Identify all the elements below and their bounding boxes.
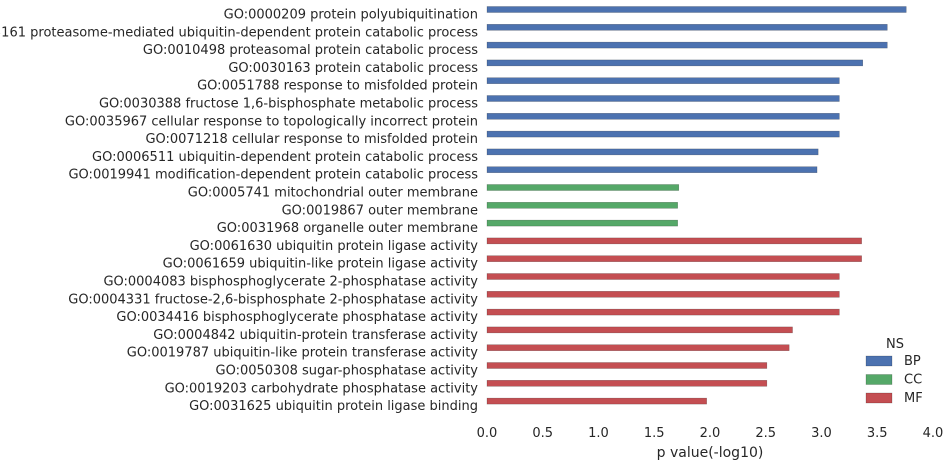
category-label: GO:0050308 sugar-phosphatase activity	[216, 364, 479, 379]
x-tick-label: 2.0	[700, 426, 721, 441]
legend-swatch	[865, 355, 893, 367]
bar	[486, 202, 678, 209]
category-label: GO:0031625 ubiquitin protein ligase bind…	[189, 399, 478, 414]
bar	[486, 41, 888, 49]
category-label: GO:0034416 bisphosphoglycerate phosphata…	[116, 310, 478, 325]
bar	[486, 184, 680, 191]
bar	[486, 308, 840, 316]
x-tick-label: 2.5	[755, 426, 776, 441]
bar	[486, 166, 818, 173]
bar	[486, 95, 840, 102]
category-label: GO:0004083 bisphosphoglycerate 2-phospha…	[103, 275, 478, 290]
x-tick-label: 1.5	[644, 426, 665, 441]
bar	[486, 148, 819, 156]
x-tick-label: 0.0	[477, 426, 498, 441]
bars	[486, 6, 907, 405]
x-tick-label: 4.0	[923, 426, 944, 441]
legend: NS BP CC MF	[865, 337, 923, 406]
legend-label: CC	[904, 373, 922, 388]
category-label: GO:0019787 ubiquitin-like protein transf…	[127, 346, 479, 361]
category-label: GO:0043161 proteasome-mediated ubiquitin…	[0, 25, 478, 40]
x-tick-label: 3.5	[867, 426, 888, 441]
category-label: GO:0061659 ubiquitin-like protein ligase…	[163, 257, 479, 272]
category-label: GO:0071218 cellular response to misfolde…	[145, 132, 478, 147]
category-label: GO:0031968 organelle outer membrane	[217, 221, 478, 236]
category-label: GO:0019867 outer membrane	[282, 203, 478, 218]
x-tick-labels: 0.0 0.5 1.0 1.5 2.0 2.5 3.0 3.5 4.0	[477, 426, 944, 441]
category-label: GO:0004842 ubiquitin-protein transferase…	[153, 328, 478, 343]
bar	[486, 77, 840, 84]
category-label: GO:0030163 protein catabolic process	[228, 61, 478, 76]
bar	[486, 130, 840, 138]
bar	[486, 24, 888, 31]
bar	[486, 273, 840, 280]
category-label: GO:0061630 ubiquitin protein ligase acti…	[190, 239, 479, 254]
legend-swatch	[865, 392, 893, 404]
bar	[486, 291, 840, 298]
category-label: GO:0005741 mitochondrial outer membrane	[188, 186, 478, 201]
bar	[486, 326, 793, 334]
x-tick-label: 1.0	[588, 426, 609, 441]
category-label: GO:0035967 cellular response to topologi…	[65, 114, 478, 129]
x-tick-label: 0.5	[532, 426, 553, 441]
category-label: GO:0010498 proteasomal protein catabolic…	[143, 43, 478, 58]
category-label: GO:0051788 response to misfolded protein	[197, 79, 478, 94]
bar	[486, 113, 840, 120]
bar	[486, 380, 768, 387]
x-tick-label: 3.0	[811, 426, 832, 441]
bar	[486, 6, 907, 13]
legend-swatch	[865, 374, 893, 385]
legend-label: MF	[904, 391, 923, 406]
bar	[486, 255, 862, 262]
bar	[486, 397, 707, 405]
category-label: GO:0006511 ubiquitin-dependent protein c…	[92, 150, 478, 165]
bar	[486, 344, 790, 351]
legend-label: BP	[904, 354, 921, 369]
category-labels: GO:0000209 protein polyubiquitination GO:…	[0, 8, 478, 415]
category-label: GO:0019203 carbohydrate phosphatase acti…	[165, 381, 479, 396]
bar	[486, 362, 768, 369]
category-label: GO:0004331 fructose-2,6-bisphosphate 2-p…	[68, 292, 478, 307]
category-label: GO:0019941 modification-dependent protei…	[68, 168, 478, 183]
category-label: GO:0030388 fructose 1,6-bisphosphate met…	[99, 97, 478, 112]
bar	[486, 237, 862, 245]
category-label: GO:0000209 protein polyubiquitination	[224, 8, 478, 23]
legend-title: NS	[886, 337, 904, 352]
bar	[486, 59, 864, 67]
x-axis-title: p value(-log10)	[657, 445, 764, 461]
bar	[486, 219, 678, 227]
